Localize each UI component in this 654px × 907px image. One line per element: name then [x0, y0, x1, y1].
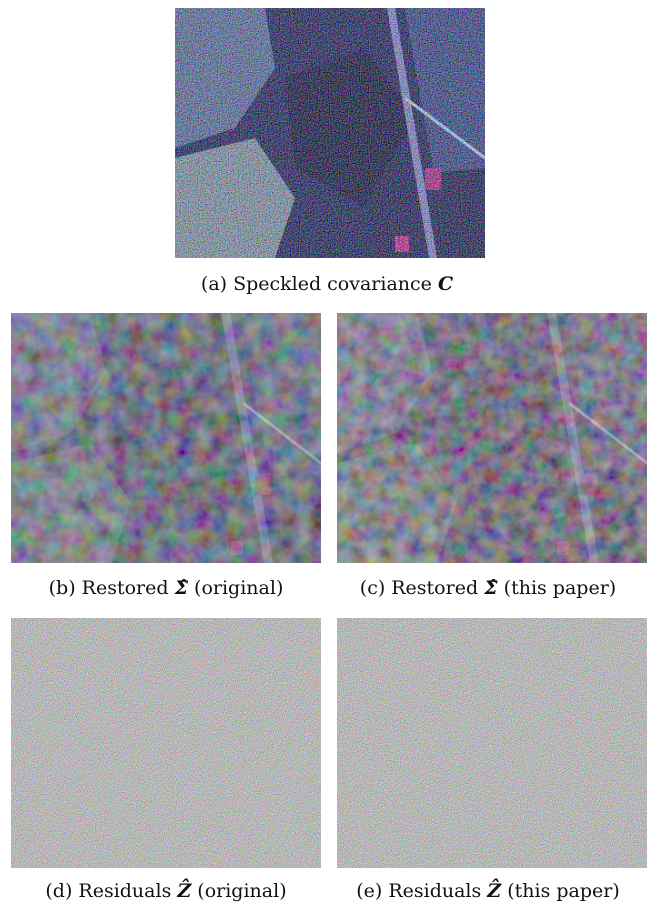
caption-c-tag: (c)	[359, 577, 386, 599]
caption-e-suffix: (this paper)	[507, 880, 620, 902]
residuals-original-svg	[11, 618, 321, 868]
restored-this-paper-svg	[337, 313, 647, 563]
caption-b-suffix: (original)	[194, 577, 284, 599]
caption-d-suffix: (original)	[197, 880, 287, 902]
residuals-original-image	[11, 618, 321, 868]
caption-a-text: Speckled covariance	[233, 273, 432, 295]
caption-d-math: Ẑ	[177, 880, 192, 902]
caption-e-tag: (e)	[356, 880, 383, 902]
caption-d: (d) Residuals Ẑ (original)	[0, 878, 332, 904]
restored-this-paper-image	[337, 313, 647, 563]
caption-e: (e) Residuals Ẑ (this paper)	[322, 878, 654, 904]
caption-b-math: Σ̂	[174, 577, 188, 599]
restored-original-image	[11, 313, 321, 563]
caption-e-text: Residuals	[388, 880, 482, 902]
caption-b: (b) Restored Σ̂ (original)	[0, 575, 332, 601]
caption-d-text: Residuals	[78, 880, 172, 902]
caption-c: (c) Restored Σ̂ (this paper)	[322, 575, 654, 601]
caption-a-math: C	[437, 273, 454, 295]
caption-b-tag: (b)	[48, 577, 76, 599]
restored-original-svg	[11, 313, 321, 563]
caption-d-tag: (d)	[45, 880, 73, 902]
caption-c-math: Σ̂	[484, 577, 498, 599]
caption-c-text: Restored	[391, 577, 479, 599]
speckled-covariance-image	[175, 8, 485, 258]
caption-b-text: Restored	[81, 577, 169, 599]
caption-e-math: Ẑ	[487, 880, 502, 902]
speckled-covariance-svg	[175, 8, 485, 258]
residuals-this-paper-image	[337, 618, 647, 868]
caption-a: (a) Speckled covariance C	[0, 271, 654, 297]
residuals-this-paper-svg	[337, 618, 647, 868]
caption-a-tag: (a)	[200, 273, 228, 295]
caption-c-suffix: (this paper)	[503, 577, 617, 599]
